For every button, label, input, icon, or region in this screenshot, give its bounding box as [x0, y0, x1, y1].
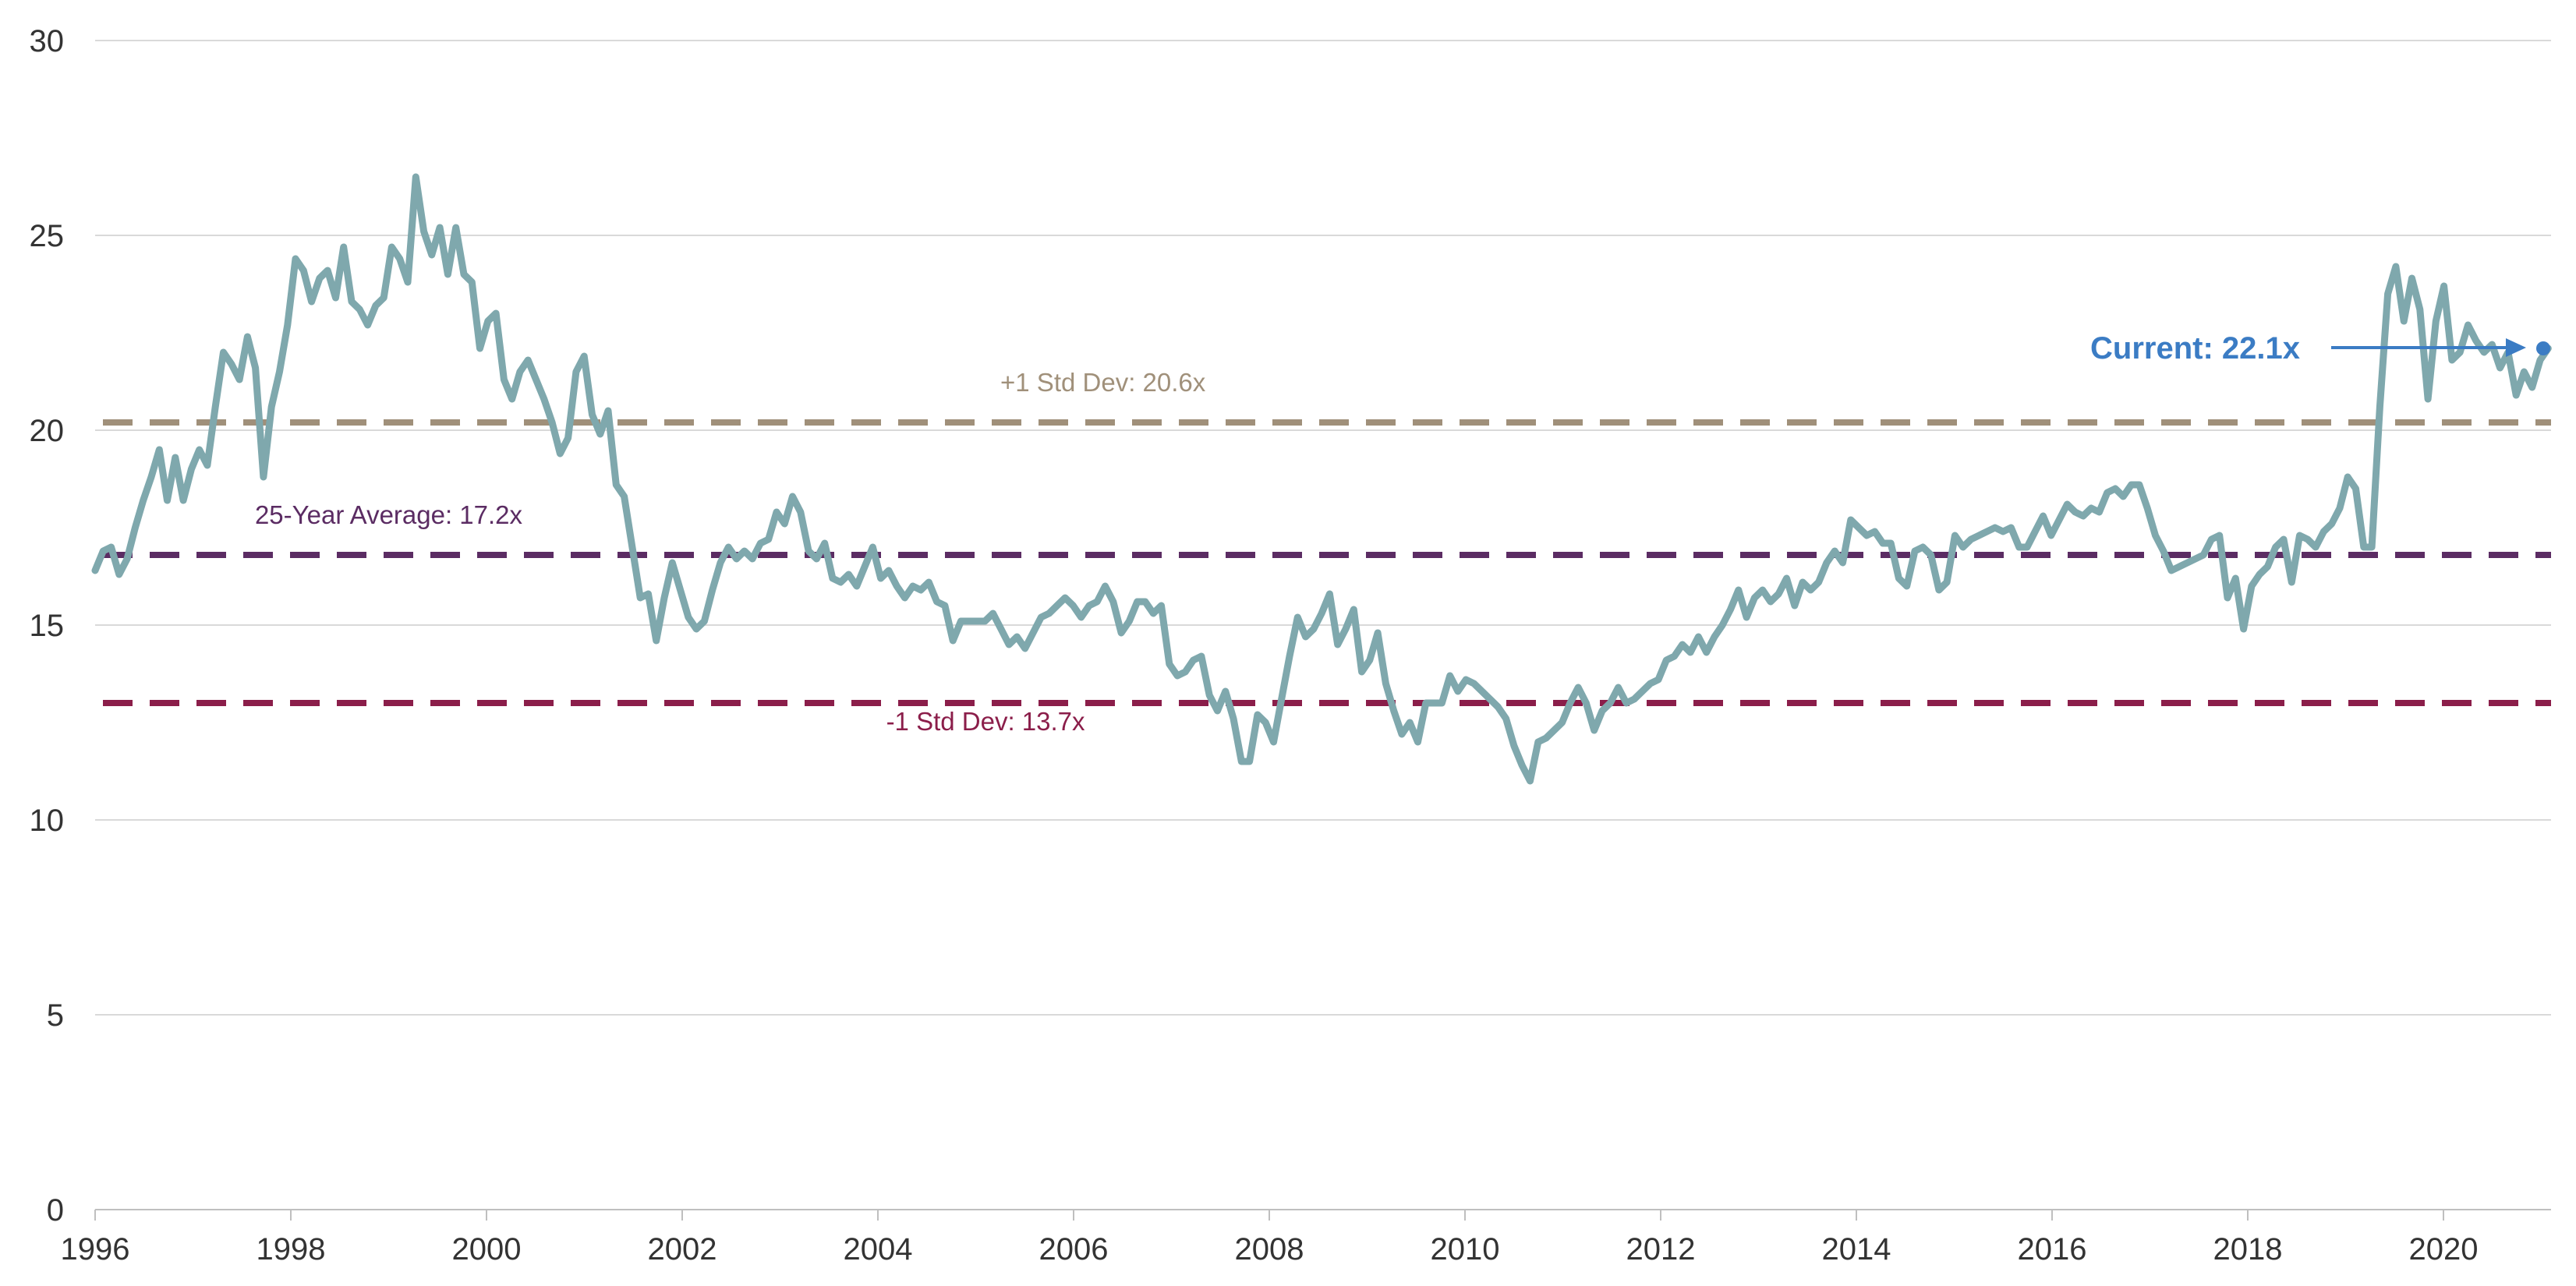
y-tick-label-0: 0 [47, 1193, 64, 1228]
x-tick-label-2016: 2016 [2018, 1232, 2087, 1267]
reference-line-label-2: -1 Std Dev: 13.7x [886, 707, 1085, 736]
x-tick-label-2010: 2010 [1431, 1232, 1500, 1267]
reference-line-label-1: 25-Year Average: 17.2x [255, 500, 523, 529]
x-tick-label-2014: 2014 [1822, 1232, 1891, 1267]
x-tick-label-1998: 1998 [257, 1232, 326, 1267]
x-tick-label-2002: 2002 [648, 1232, 717, 1267]
gridlines [95, 40, 2551, 1016]
current-value-label: Current: 22.1x [2090, 331, 2300, 366]
current-arrow-head [2506, 338, 2526, 357]
y-tick-label-25: 25 [30, 219, 65, 253]
x-tick-label-2006: 2006 [1039, 1232, 1109, 1267]
x-tick-label-2020: 2020 [2409, 1232, 2479, 1267]
reference-lines: +1 Std Dev: 20.6x 25-Year Average: 17.2x -… [103, 368, 2551, 736]
x-tick-label-2000: 2000 [452, 1232, 522, 1267]
y-tick-label-30: 30 [30, 24, 65, 58]
y-tick-label-10: 10 [30, 804, 65, 838]
x-tick-label-1996: 1996 [61, 1232, 130, 1267]
y-tick-label-15: 15 [30, 609, 65, 643]
x-tick-label-2004: 2004 [844, 1232, 913, 1267]
series-layer [91, 173, 2552, 785]
y-tick-label-20: 20 [30, 414, 65, 448]
reference-line-label-0: +1 Std Dev: 20.6x [1000, 368, 1206, 397]
x-tick-label-2012: 2012 [1626, 1232, 1696, 1267]
series-line-0 [91, 173, 2552, 785]
annotations: Current: 22.1x [2090, 331, 2550, 366]
x-tick-label-2018: 2018 [2213, 1232, 2283, 1267]
axes: 0 5 10 15 20 25 30 1996 1998 2000 2002 2004 2006 2008… [30, 24, 2551, 1267]
y-tick-label-5: 5 [47, 998, 64, 1033]
current-point [2536, 341, 2550, 355]
x-tick-label-2008: 2008 [1235, 1232, 1304, 1267]
